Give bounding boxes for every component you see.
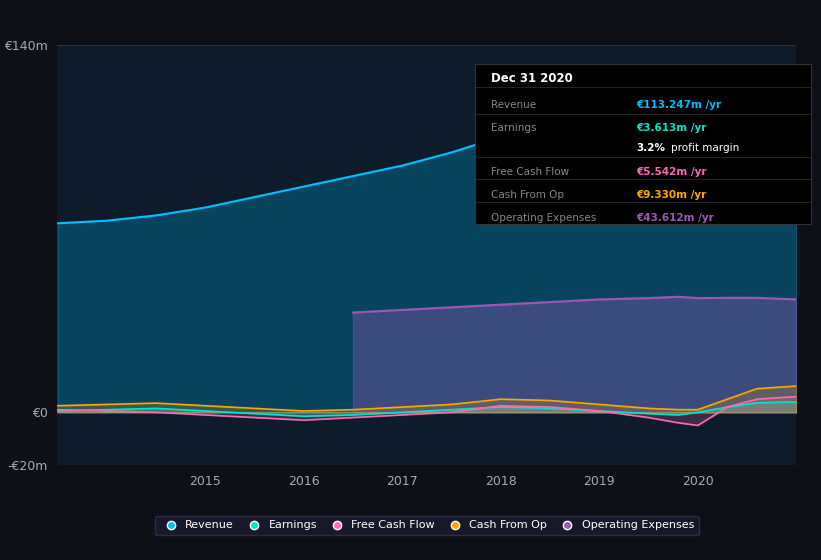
Text: Cash From Op: Cash From Op [491, 190, 564, 200]
Text: Free Cash Flow: Free Cash Flow [491, 166, 570, 176]
Text: €9.330m /yr: €9.330m /yr [636, 190, 706, 200]
Text: Operating Expenses: Operating Expenses [491, 213, 597, 223]
Text: Dec 31 2020: Dec 31 2020 [491, 72, 573, 85]
Text: Revenue: Revenue [491, 100, 536, 110]
Legend: Revenue, Earnings, Free Cash Flow, Cash From Op, Operating Expenses: Revenue, Earnings, Free Cash Flow, Cash … [155, 516, 699, 535]
Text: 3.2%: 3.2% [636, 143, 665, 153]
Text: €5.542m /yr: €5.542m /yr [636, 166, 707, 176]
Text: profit margin: profit margin [672, 143, 740, 153]
Text: Earnings: Earnings [491, 123, 537, 133]
Text: €43.612m /yr: €43.612m /yr [636, 213, 714, 223]
Text: €3.613m /yr: €3.613m /yr [636, 123, 707, 133]
Text: €113.247m /yr: €113.247m /yr [636, 100, 721, 110]
